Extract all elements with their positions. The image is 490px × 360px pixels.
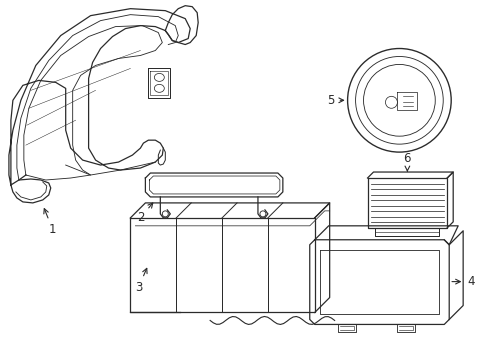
Text: 2: 2 [137, 203, 153, 224]
Text: 4: 4 [452, 275, 475, 288]
Text: 6: 6 [404, 152, 411, 171]
Text: 1: 1 [44, 209, 56, 236]
Text: 5: 5 [327, 94, 343, 107]
Text: 3: 3 [135, 268, 147, 294]
